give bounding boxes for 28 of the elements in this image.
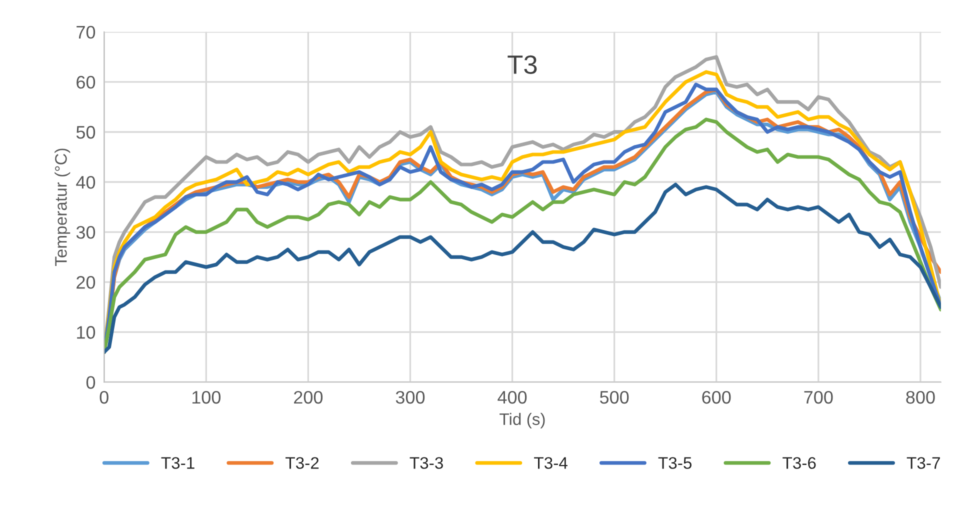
y-tick-label: 10 bbox=[77, 326, 96, 339]
x-tick-label: 400 bbox=[498, 390, 527, 404]
x-tick-label: 700 bbox=[804, 390, 833, 404]
y-tick-label: 20 bbox=[76, 276, 96, 289]
legend-label: T3-1 bbox=[161, 457, 194, 469]
y-tick-label: 0 bbox=[86, 376, 96, 389]
y-tick-label: 70 bbox=[76, 26, 96, 39]
line-series bbox=[104, 182, 941, 354]
legend-label: T3-5 bbox=[658, 457, 692, 469]
y-tick-label: 50 bbox=[76, 126, 96, 139]
x-tick-label: 200 bbox=[294, 390, 323, 404]
y-tick-label: 40 bbox=[76, 176, 96, 189]
y-tick-label: 60 bbox=[76, 76, 96, 89]
x-tick-label: 0 bbox=[100, 390, 108, 404]
legend-label: T3-2 bbox=[286, 457, 319, 469]
legend-label: T3-4 bbox=[534, 457, 568, 469]
legend-label: T3-7 bbox=[906, 457, 940, 469]
legend-label: T3-3 bbox=[410, 457, 443, 469]
x-tick-label: 600 bbox=[702, 390, 731, 404]
x-tick-label: 800 bbox=[906, 390, 935, 404]
x-tick-label: 100 bbox=[192, 390, 221, 404]
y-axis-title: Temperatur (°C) bbox=[54, 148, 70, 266]
x-tick-label: 300 bbox=[396, 390, 425, 404]
text: T3 bbox=[508, 55, 537, 74]
x-axis-title: Tid (s) bbox=[500, 412, 545, 428]
x-tick-label: 500 bbox=[600, 390, 629, 404]
y-tick-label: 30 bbox=[76, 226, 96, 239]
legend-label: T3-6 bbox=[782, 457, 816, 469]
